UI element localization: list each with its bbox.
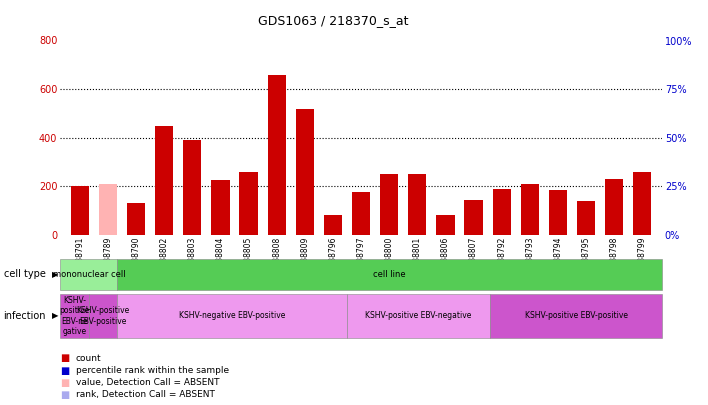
- Text: KSHV-positive EBV-positive: KSHV-positive EBV-positive: [525, 311, 627, 320]
- Text: GDS1063 / 218370_s_at: GDS1063 / 218370_s_at: [258, 14, 408, 27]
- Text: percentile rank within the sample: percentile rank within the sample: [76, 366, 229, 375]
- Bar: [324, 215, 342, 235]
- Text: cell type: cell type: [4, 269, 45, 279]
- Bar: [605, 179, 623, 235]
- Text: KSHV-negative EBV-positive: KSHV-negative EBV-positive: [179, 311, 285, 320]
- Text: ■: ■: [60, 366, 69, 375]
- Text: infection: infection: [4, 311, 46, 321]
- Text: value, Detection Call = ABSENT: value, Detection Call = ABSENT: [76, 378, 219, 387]
- Bar: [577, 201, 595, 235]
- Bar: [633, 172, 651, 235]
- Text: rank, Detection Call = ABSENT: rank, Detection Call = ABSENT: [76, 390, 215, 399]
- Text: ▶: ▶: [52, 270, 59, 279]
- Text: KSHV-positive
EBV-positive: KSHV-positive EBV-positive: [76, 306, 130, 326]
- Bar: [380, 174, 399, 235]
- Text: KSHV-positive EBV-negative: KSHV-positive EBV-negative: [365, 311, 472, 320]
- Bar: [268, 75, 286, 235]
- Bar: [99, 184, 117, 235]
- Bar: [211, 180, 229, 235]
- Bar: [183, 140, 202, 235]
- Bar: [464, 200, 483, 235]
- Bar: [549, 190, 567, 235]
- Bar: [436, 215, 455, 235]
- Bar: [520, 184, 539, 235]
- Text: ■: ■: [60, 390, 69, 400]
- Text: count: count: [76, 354, 101, 363]
- Bar: [127, 203, 145, 235]
- Text: ■: ■: [60, 354, 69, 363]
- Text: mononuclear cell: mononuclear cell: [52, 270, 125, 279]
- Bar: [409, 174, 426, 235]
- Text: ▶: ▶: [52, 311, 59, 320]
- Bar: [155, 126, 173, 235]
- Bar: [71, 186, 89, 235]
- Text: cell line: cell line: [373, 270, 406, 279]
- Bar: [296, 109, 314, 235]
- Text: KSHV-
positive
EBV-ne
gative: KSHV- positive EBV-ne gative: [59, 296, 90, 336]
- Bar: [352, 192, 370, 235]
- Text: ■: ■: [60, 378, 69, 388]
- Bar: [239, 172, 258, 235]
- Bar: [493, 189, 511, 235]
